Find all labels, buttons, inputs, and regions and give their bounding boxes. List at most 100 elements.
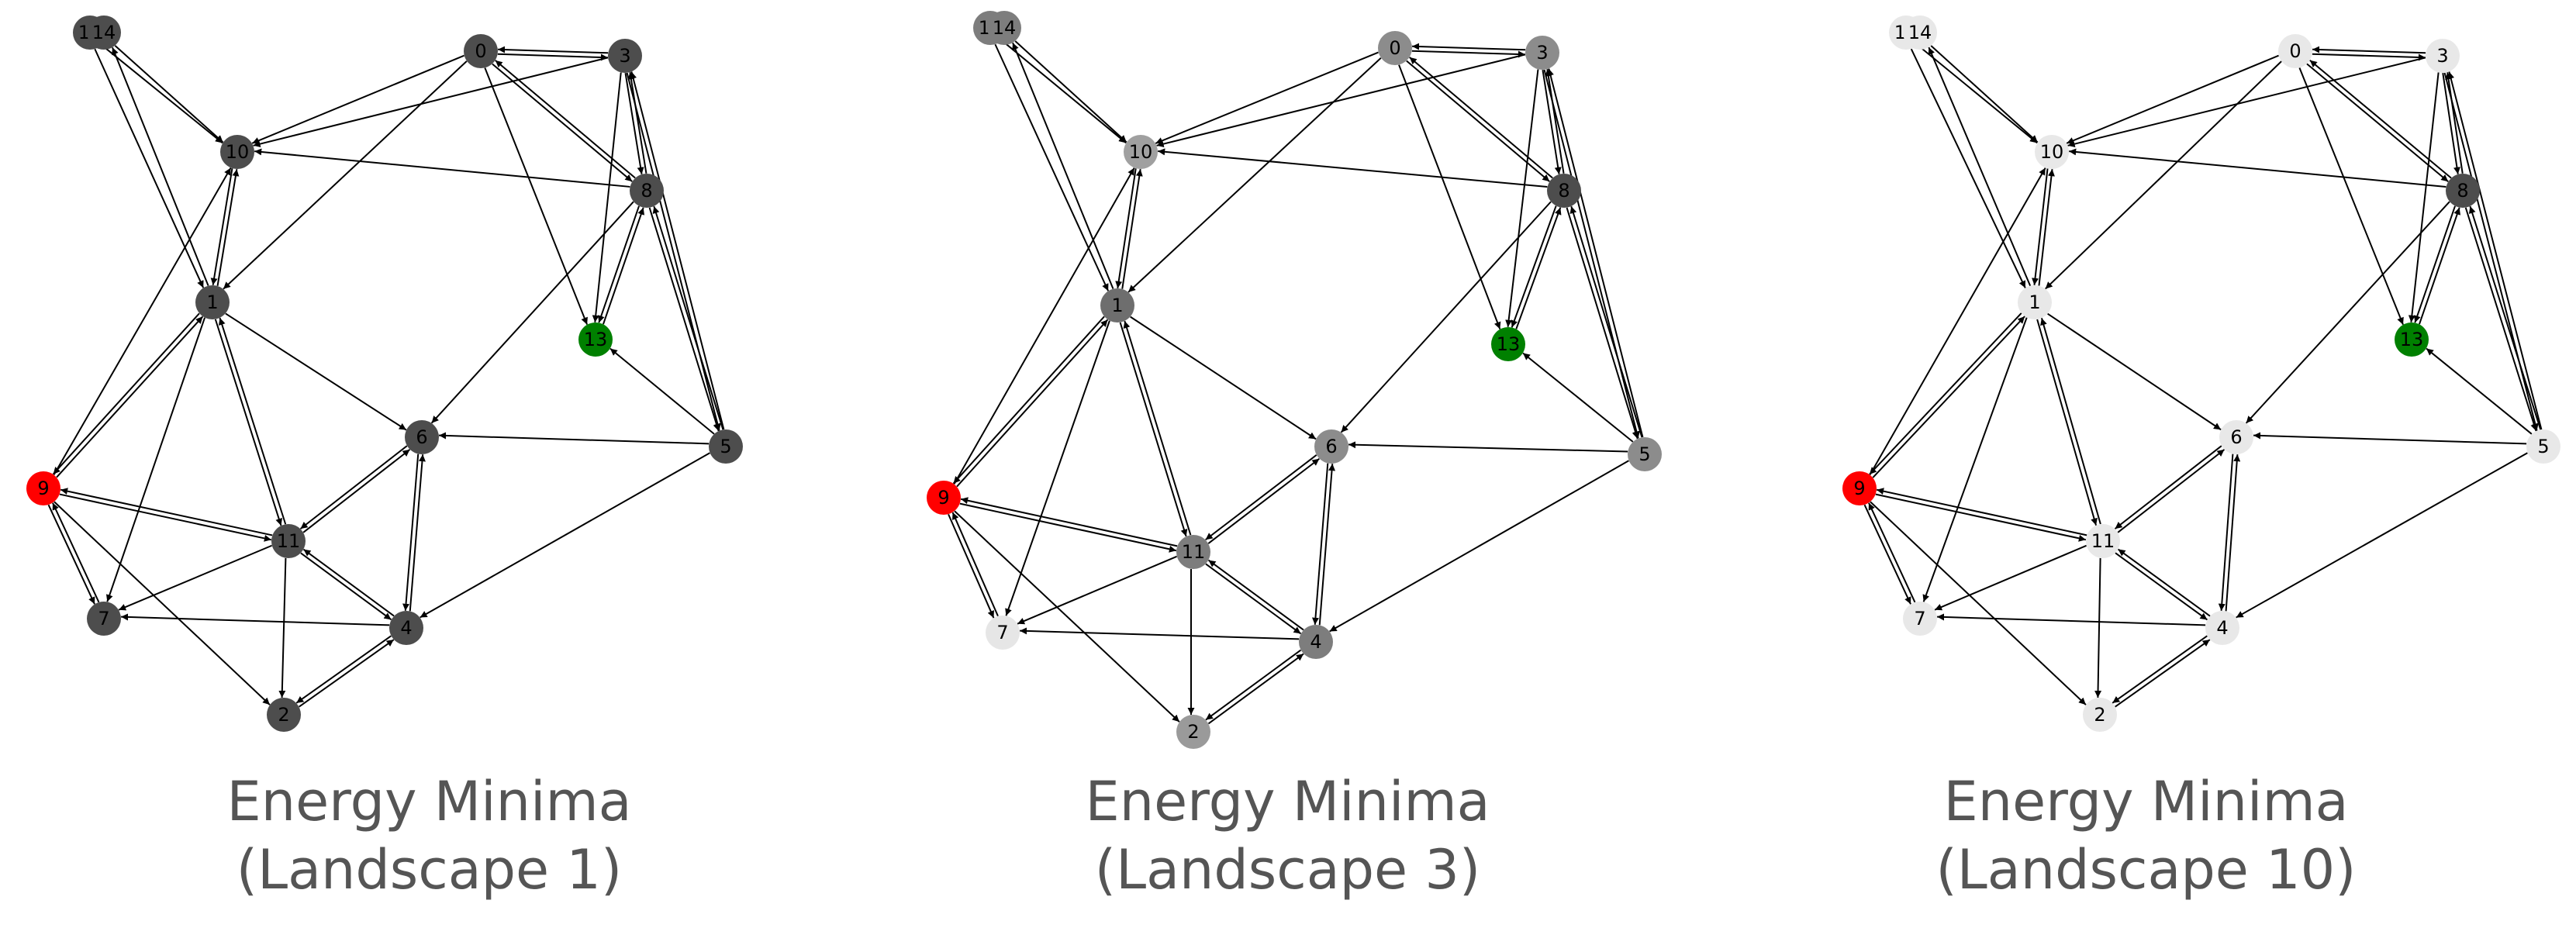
node-circle: [1124, 135, 1158, 169]
edge-1-11: [1119, 322, 1188, 537]
node-8: 8: [630, 174, 664, 208]
edge-3-5: [1543, 69, 1640, 439]
edge-4-6: [2225, 454, 2241, 612]
node-4: 4: [389, 611, 423, 645]
node-circle: [2446, 174, 2480, 208]
node-label: 2: [2094, 704, 2105, 726]
node-14: 14: [87, 16, 121, 50]
edge-11-7: [1934, 544, 2087, 611]
edge-9-2: [54, 501, 271, 705]
edge-3-0: [2312, 46, 2426, 54]
edge-0-1: [1127, 57, 1382, 293]
node-circle: [1176, 535, 1210, 569]
node-circle: [1628, 437, 1662, 471]
edge-11-7: [1017, 555, 1177, 625]
edge-9-10: [53, 167, 232, 475]
node-circle: [220, 135, 254, 169]
node-9: 9: [26, 471, 60, 505]
edge-0-13: [484, 67, 589, 326]
edge-1-6: [2047, 312, 2222, 431]
edge-0-8: [2306, 63, 2449, 182]
edge-4-6: [1318, 464, 1336, 626]
caption-subtitle: (Landscape 10): [1935, 838, 2357, 902]
edge-9-11: [1875, 493, 2087, 542]
node-10: 10: [1124, 135, 1158, 169]
node-0: 0: [464, 34, 498, 68]
edge-11-9: [60, 488, 273, 536]
edge-10-1: [210, 168, 233, 285]
edge-1-14: [112, 47, 209, 286]
edge-1-10: [1121, 169, 1143, 289]
node-1: 1: [1100, 288, 1134, 322]
edge-0-10: [251, 54, 464, 144]
graph-landscape-1: 01234567891011121314: [26, 16, 743, 732]
edge-8-10: [1158, 148, 1548, 188]
edge-9-1: [956, 319, 1109, 488]
node-circle: [87, 16, 121, 50]
caption-subtitle: (Landscape 3): [1094, 838, 1481, 902]
node-label: 7: [1914, 608, 1925, 629]
edge-14-10: [1930, 45, 2039, 143]
node-label: 8: [641, 180, 652, 202]
edge-2-4: [2115, 639, 2211, 708]
edge-3-8: [2442, 73, 2460, 174]
node-10: 10: [2035, 135, 2069, 169]
edge-8-10: [2069, 148, 2447, 188]
edge-11-7: [118, 544, 272, 611]
edge-5-6: [1348, 441, 1628, 453]
edge-10-1: [1115, 168, 1137, 288]
node-9: 9: [927, 481, 961, 515]
edge-1-7: [1922, 317, 2028, 602]
node-3: 3: [2426, 39, 2460, 73]
edge-9-10: [1869, 167, 2046, 475]
edge-1-14: [1012, 42, 1114, 289]
node-7: 7: [87, 602, 121, 636]
edge-4-2: [295, 635, 392, 704]
edge-7-9: [1868, 502, 1916, 603]
edge-3-8: [1542, 70, 1562, 174]
edge-8-3: [2445, 72, 2464, 174]
edge-11-4: [300, 552, 392, 621]
node-circle: [630, 174, 664, 208]
edge-9-2: [954, 510, 1180, 723]
graph-landscape-10: 01234567891011121314: [1842, 16, 2560, 732]
panel-landscape-10: 01234567891011121314 Energy Minima (Land…: [1717, 0, 2575, 945]
edge-5-13: [609, 347, 715, 435]
node-circle: [2205, 611, 2239, 645]
edge-0-1: [2045, 60, 2282, 290]
edge-3-10: [253, 57, 609, 147]
node-label: 13: [584, 329, 608, 350]
node-label: 7: [98, 608, 109, 629]
node-label: 10: [226, 141, 250, 163]
edge-5-3: [1547, 68, 1644, 438]
node-label: 6: [416, 426, 427, 448]
edge-11-4: [1205, 563, 1302, 635]
node-label: 1: [2029, 291, 2040, 313]
edge-8-13: [2413, 205, 2456, 323]
node-label: 10: [1129, 141, 1153, 163]
node-4: 4: [2205, 611, 2239, 645]
panel-landscape-1: 01234567891011121314 Energy Minima (Land…: [0, 0, 858, 945]
node-circle: [26, 471, 60, 505]
node-label: 14: [92, 22, 116, 43]
node-label: 2: [278, 704, 289, 726]
node-circle: [2526, 429, 2560, 464]
edge-8-13: [1511, 205, 1557, 328]
edge-13-8: [603, 207, 645, 325]
edge-11-6: [2117, 449, 2226, 533]
node-1: 1: [195, 285, 230, 319]
edge-12-1: [994, 43, 1110, 291]
edge-1-7: [1005, 320, 1110, 616]
node-circle: [1378, 31, 1412, 65]
node-circle: [1842, 471, 1877, 505]
node-2: 2: [1176, 715, 1210, 749]
edge-11-6: [1207, 457, 1320, 544]
node-circle: [1547, 174, 1581, 208]
edge-5-6: [439, 432, 710, 445]
edge-5-4: [2236, 452, 2528, 619]
edge-12-10: [101, 44, 223, 144]
edge-3-0: [498, 46, 609, 54]
edge-9-11: [959, 502, 1177, 553]
edge-13-8: [2419, 207, 2461, 325]
edge-13-8: [1515, 207, 1562, 329]
